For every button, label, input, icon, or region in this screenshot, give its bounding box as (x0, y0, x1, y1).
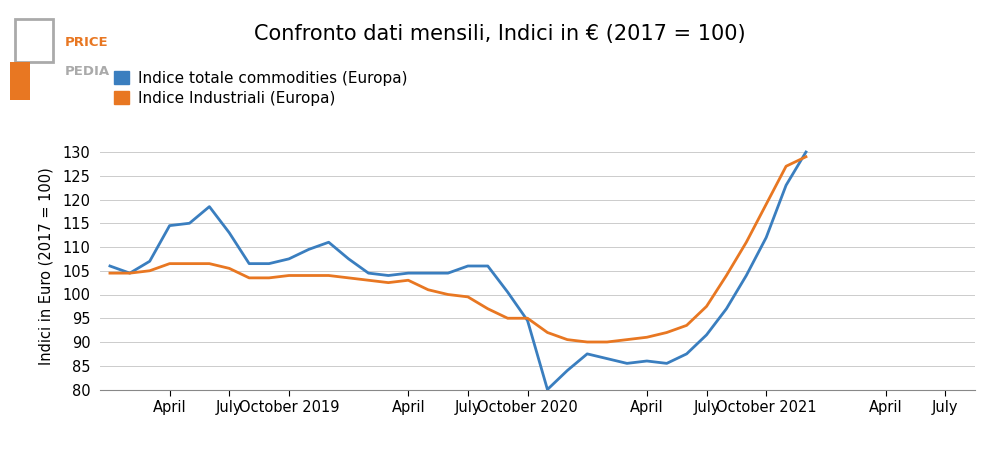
Text: PRICE: PRICE (65, 36, 109, 49)
Text: PEDIA: PEDIA (65, 65, 110, 78)
Bar (15, 19, 53, 62)
Text: Confronto dati mensili, Indici in € (2017 = 100): Confronto dati mensili, Indici in € (201… (254, 24, 746, 44)
Bar (10, 62, 30, 100)
Legend: Indice totale commodities (Europa), Indice Industriali (Europa): Indice totale commodities (Europa), Indi… (108, 65, 414, 112)
Y-axis label: Indici in Euro (2017 = 100): Indici in Euro (2017 = 100) (39, 167, 54, 365)
